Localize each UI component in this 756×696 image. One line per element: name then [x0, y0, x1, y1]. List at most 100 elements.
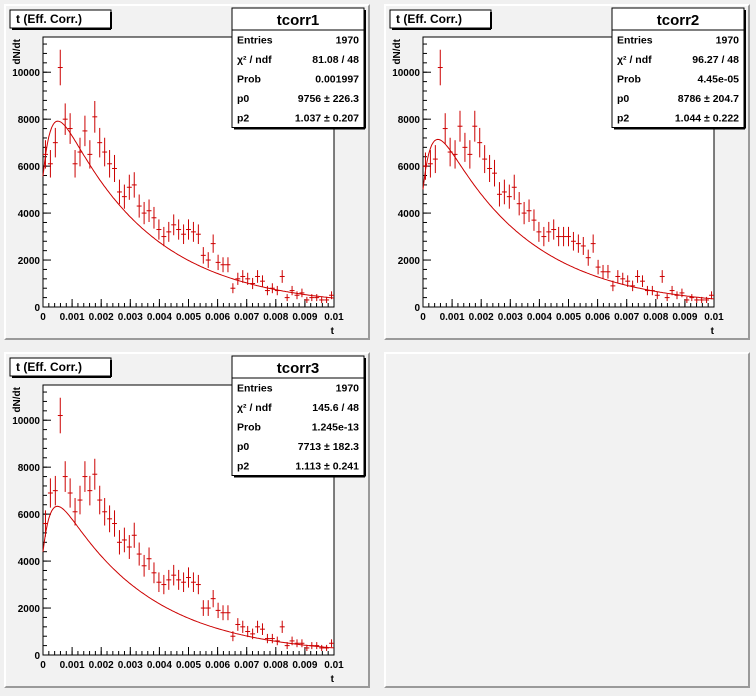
x-tick-label: 0.007	[234, 660, 259, 671]
x-tick-label: 0.003	[498, 312, 523, 323]
x-tick-label: 0.006	[205, 660, 230, 671]
x-tick-label: 0.01	[324, 660, 344, 671]
x-tick-label: 0	[40, 660, 46, 671]
x-tick-label: 0.001	[60, 312, 85, 323]
x-tick-label: 0.009	[672, 312, 697, 323]
pad-tcorr1[interactable]: 0 2000 4000 6000 8000 10000 0 0.001 0.002 0.003 0.…	[4, 4, 370, 340]
stats-label: χ² / ndf	[237, 54, 272, 66]
stats-label: Entries	[237, 383, 273, 395]
stats-label: p0	[617, 93, 629, 105]
y-tick-label: 0	[34, 651, 40, 662]
x-tick-label: 0.005	[556, 312, 581, 323]
x-tick-label: 0.009	[292, 660, 317, 671]
stats-value: 9756 ± 226.3	[298, 93, 359, 105]
x-tick-label: 0.008	[643, 312, 668, 323]
stats-value: 81.08 / 48	[312, 54, 359, 66]
y-tick-label: 6000	[18, 162, 41, 173]
fit-curve	[422, 138, 715, 300]
chart-tcorr3: 0 2000 4000 6000 8000 10000 0 0.001 0.002 0.003 0.…	[9, 355, 366, 685]
x-tick-label: 0.005	[176, 660, 201, 671]
stats-label: Prob	[617, 74, 641, 86]
x-tick-label: 0.008	[263, 660, 288, 671]
y-tick-label: 10000	[12, 416, 40, 427]
y-tick-label: 2000	[398, 256, 421, 267]
y-axis-label: dN/dt	[12, 386, 23, 412]
stats-label: Entries	[617, 35, 653, 47]
stats-name: tcorr1	[277, 12, 320, 29]
chart-tcorr1: 0 2000 4000 6000 8000 10000 0 0.001 0.002 0.003 0.…	[9, 7, 366, 337]
pad-title: t (Eff. Corr.)	[16, 360, 82, 374]
x-tick-label: 0	[420, 312, 426, 323]
x-tick-label: 0.006	[585, 312, 610, 323]
pad-tcorr2[interactable]: 0 2000 4000 6000 8000 10000 0 0.001 0.002 0.003 0.…	[384, 4, 750, 340]
x-tick-label: 0.004	[147, 660, 172, 671]
stats-box	[231, 7, 365, 128]
stats-label: Prob	[237, 74, 261, 86]
stats-label: p2	[237, 113, 249, 125]
chart-tcorr2: 0 2000 4000 6000 8000 10000 0 0.001 0.002 0.003 0.…	[389, 7, 746, 337]
x-tick-label: 0.008	[263, 312, 288, 323]
x-tick-label: 0.001	[440, 312, 465, 323]
x-tick-label: 0.01	[324, 312, 344, 323]
y-tick-label: 0	[34, 303, 40, 314]
stats-value: 1.245e-13	[312, 422, 359, 434]
x-tick-label: 0.003	[118, 660, 143, 671]
x-tick-label: 0.004	[147, 312, 172, 323]
fit-curve	[42, 120, 335, 299]
stats-value: 1.037 ± 0.207	[295, 113, 359, 125]
stats-label: Prob	[237, 422, 261, 434]
y-tick-label: 2000	[18, 256, 41, 267]
pad-tcorr3[interactable]: 0 2000 4000 6000 8000 10000 0 0.001 0.002 0.003 0.…	[4, 352, 370, 688]
x-tick-label: 0.01	[704, 312, 724, 323]
y-axis-label: dN/dt	[12, 38, 23, 64]
y-tick-label: 4000	[18, 557, 41, 568]
stats-value: 1970	[716, 35, 740, 47]
stats-value: 1.044 ± 0.222	[675, 113, 739, 125]
stats-label: χ² / ndf	[617, 54, 652, 66]
y-tick-label: 8000	[18, 463, 41, 474]
y-tick-label: 6000	[398, 162, 421, 173]
stats-name: tcorr2	[657, 12, 700, 29]
x-tick-label: 0.002	[469, 312, 494, 323]
x-axis-label: t	[331, 674, 335, 685]
x-tick-label: 0.007	[614, 312, 639, 323]
x-tick-label: 0.006	[205, 312, 230, 323]
stats-name: tcorr3	[277, 360, 320, 377]
y-tick-label: 10000	[392, 68, 420, 79]
stats-value: 4.45e-05	[698, 74, 740, 86]
x-tick-label: 0.002	[89, 660, 114, 671]
y-tick-label: 4000	[18, 209, 41, 220]
stats-value: 7713 ± 182.3	[298, 441, 359, 453]
stats-label: p0	[237, 93, 249, 105]
x-tick-label: 0.002	[89, 312, 114, 323]
x-tick-label: 0.004	[527, 312, 552, 323]
pad-title: t (Eff. Corr.)	[16, 12, 82, 26]
stats-label: Entries	[237, 35, 273, 47]
stats-value: 8786 ± 204.7	[678, 93, 739, 105]
y-tick-label: 8000	[18, 115, 41, 126]
pad-title: t (Eff. Corr.)	[396, 12, 462, 26]
x-tick-label: 0	[40, 312, 46, 323]
x-tick-label: 0.005	[176, 312, 201, 323]
stats-value: 1970	[336, 383, 360, 395]
stats-value: 1.113 ± 0.241	[295, 461, 359, 473]
stats-label: p2	[237, 461, 249, 473]
y-tick-label: 8000	[398, 115, 421, 126]
x-tick-label: 0.001	[60, 660, 85, 671]
pad-empty[interactable]	[384, 352, 750, 688]
x-tick-label: 0.003	[118, 312, 143, 323]
stats-value: 0.001997	[315, 74, 359, 86]
x-tick-label: 0.007	[234, 312, 259, 323]
x-axis-label: t	[331, 326, 335, 337]
y-tick-label: 10000	[12, 68, 40, 79]
y-axis-label: dN/dt	[392, 38, 403, 64]
stats-label: χ² / ndf	[237, 402, 272, 414]
stats-box	[611, 7, 745, 128]
y-tick-label: 0	[414, 303, 420, 314]
stats-value: 1970	[336, 35, 360, 47]
fit-curve	[42, 505, 335, 649]
x-tick-label: 0.009	[292, 312, 317, 323]
y-tick-label: 6000	[18, 510, 41, 521]
y-tick-label: 2000	[18, 604, 41, 615]
stats-label: p2	[617, 113, 629, 125]
